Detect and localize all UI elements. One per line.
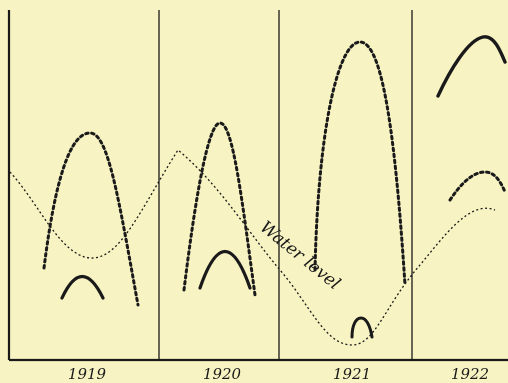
year-label-1922: 1922 bbox=[451, 365, 489, 383]
solid-curve-1920 bbox=[198, 250, 252, 290]
water-level-curve bbox=[9, 149, 496, 346]
dotted-curve-1920 bbox=[182, 121, 257, 297]
year-label-1919: 1919 bbox=[68, 365, 107, 383]
year-label-1921: 1921 bbox=[333, 365, 371, 383]
dotted-curve-1922 bbox=[448, 170, 507, 202]
solid-curve-1919 bbox=[60, 275, 105, 300]
year-label-1920: 1920 bbox=[203, 365, 242, 383]
dotted-curve-1919 bbox=[42, 131, 140, 307]
solid-curve-1922 bbox=[436, 35, 507, 98]
water-level-label: Water level bbox=[256, 217, 344, 294]
dotted-curve-1921 bbox=[313, 40, 407, 287]
solid-curve-1921 bbox=[350, 316, 374, 339]
